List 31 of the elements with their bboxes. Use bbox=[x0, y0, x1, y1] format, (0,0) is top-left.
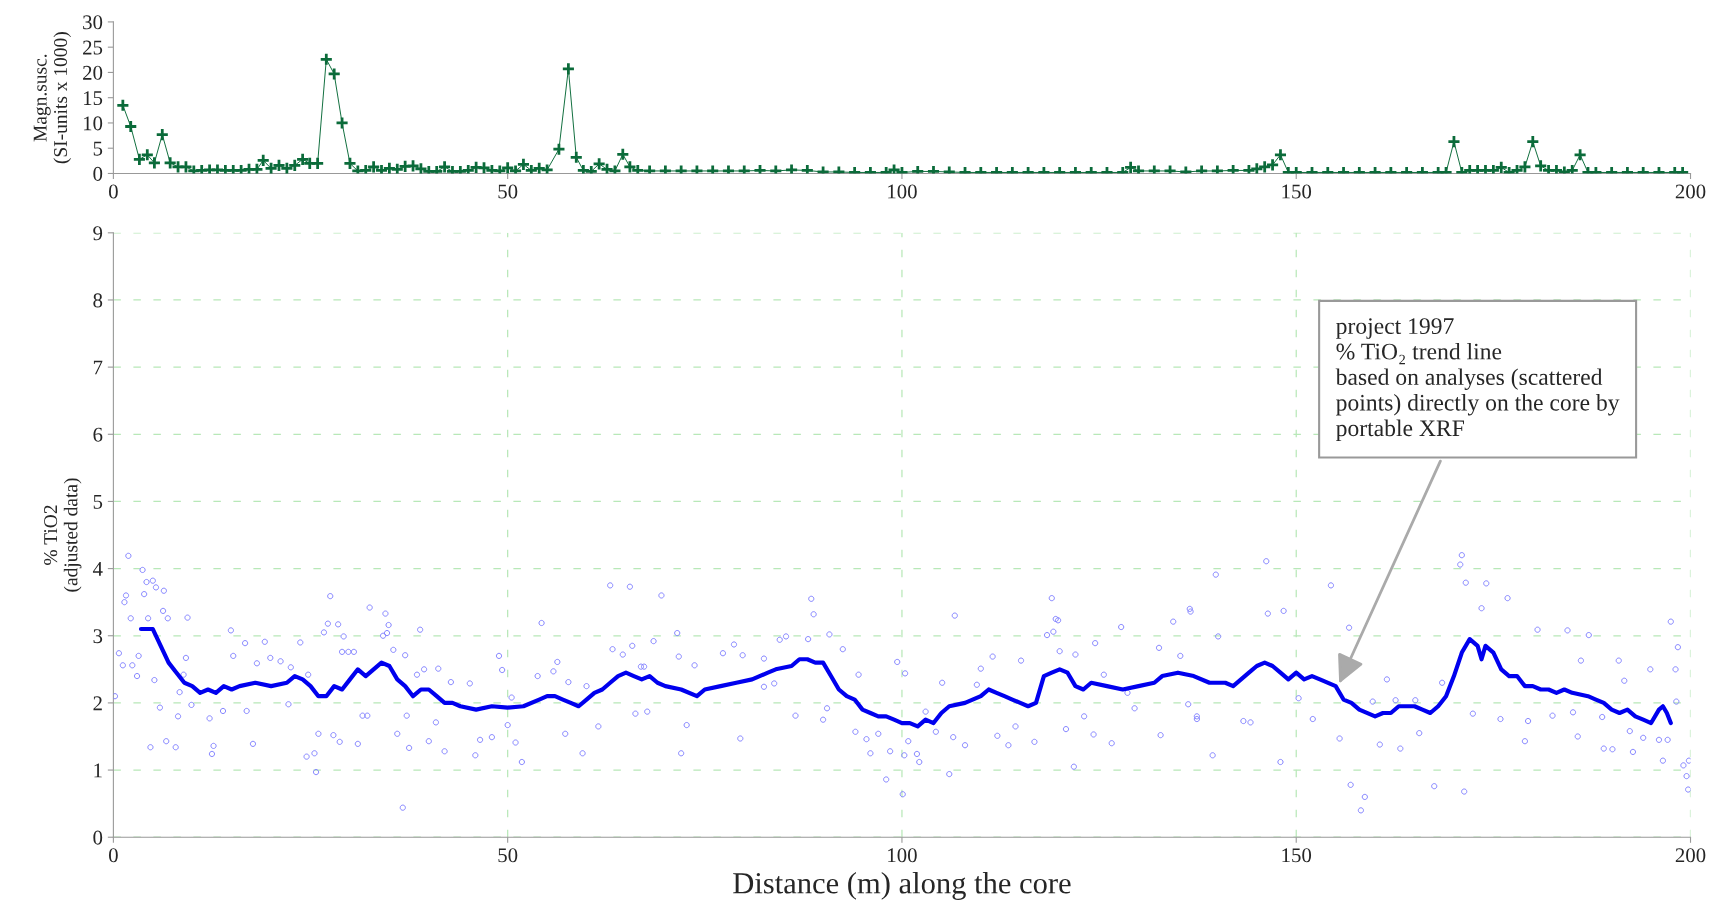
y-axis-title: Magn.susc. (SI-units x 1000) bbox=[33, 32, 72, 164]
y-tick-label: 7 bbox=[93, 360, 103, 375]
y-tick-label: 6 bbox=[93, 427, 103, 442]
x-tick-label: 100 bbox=[888, 848, 917, 863]
y-tick-label: 3 bbox=[93, 629, 103, 644]
x-tick-label: 150 bbox=[1282, 848, 1312, 863]
x-tick-label: 50 bbox=[498, 848, 518, 863]
y-tick-label: 0 bbox=[93, 830, 103, 845]
y-tick-label: 5 bbox=[93, 495, 103, 509]
y-tick-label: 10 bbox=[83, 116, 103, 131]
y-tick-label: 20 bbox=[83, 65, 103, 80]
y-tick-label: 2 bbox=[93, 696, 102, 711]
annotation: project 1997 % TiO₂ trend line based on analyses (scattered points) directly on the core by portable XRF bbox=[1335, 318, 1620, 442]
x-tick-label: 0 bbox=[108, 848, 118, 863]
y-tick-label: 0 bbox=[93, 166, 103, 181]
y-tick-label: 25 bbox=[83, 40, 103, 55]
x-tick-label: 200 bbox=[1675, 184, 1706, 199]
x-tick-label: 0 bbox=[108, 184, 118, 199]
y-tick-label: 9 bbox=[93, 226, 103, 241]
y-tick-label: 1 bbox=[94, 763, 102, 778]
y-axis-title: % TiO2 (adjusted data) bbox=[44, 478, 82, 592]
y-tick-label: 30 bbox=[83, 15, 103, 30]
y-tick-label: 5 bbox=[93, 141, 103, 156]
x-tick-label: 100 bbox=[888, 184, 917, 199]
x-tick-label: 50 bbox=[498, 184, 518, 199]
y-tick-label: 4 bbox=[92, 562, 103, 576]
x-tick-label: 150 bbox=[1282, 184, 1312, 199]
x-axis-title: Distance (m) along the core bbox=[733, 872, 1071, 900]
y-tick-label: 8 bbox=[93, 293, 103, 308]
y-tick-label: 15 bbox=[83, 91, 103, 106]
x-tick-label: 200 bbox=[1675, 848, 1706, 863]
